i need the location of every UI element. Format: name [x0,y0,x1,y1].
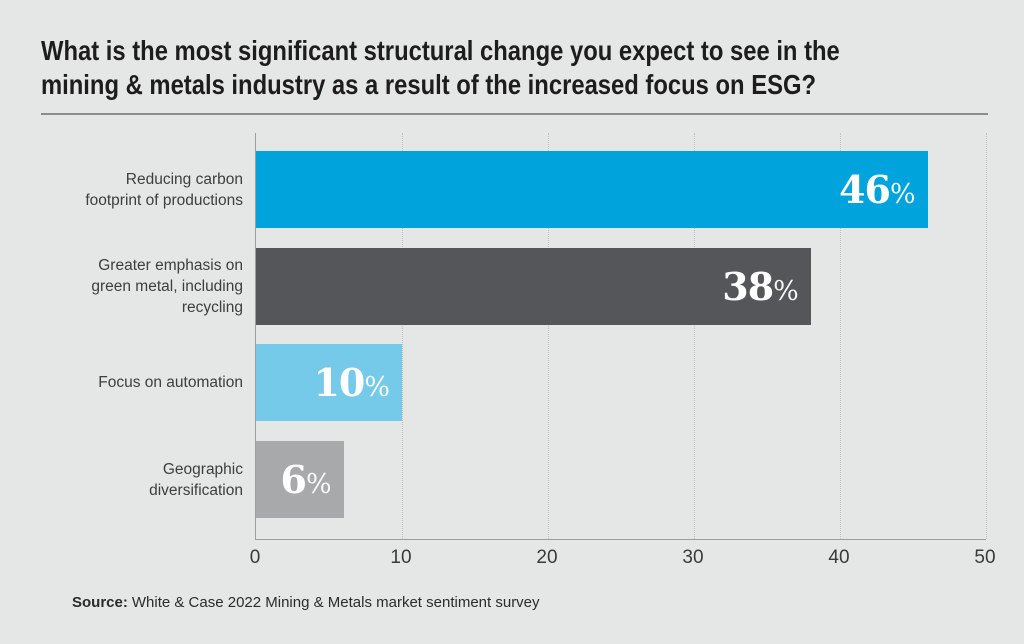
bar-2: 10% [256,344,402,421]
x-tick-50: 50 [974,547,996,568]
bar-3: 6% [256,441,344,518]
chart-title-line2: mining & metals industry as a result of … [41,69,817,100]
bar-value-label: 46% [839,166,916,212]
category-label-line: recycling [181,299,243,316]
gridline-40 [840,133,841,539]
category-label-line: Focus on automation [98,374,243,391]
category-label-line: Geographic [162,460,243,478]
gridline-30 [694,133,695,539]
gridline-20 [548,133,549,539]
source-text: White & Case 2022 Mining & Metals market… [131,594,540,611]
bar-value-label: 10% [313,359,390,405]
bar-0: 46% [256,151,928,228]
x-tick-30: 30 [682,547,704,568]
x-tick-40: 40 [828,547,850,568]
category-label-line: footprint of productions [85,191,243,209]
source-note: Source: White & Case 2022 Mining & Metals… [72,594,540,611]
bar-value-label: 6% [280,456,332,502]
x-tick-0: 0 [249,547,261,568]
bar-value-label: 38% [722,263,799,309]
category-label-line: green metal, including [91,278,243,295]
category-label: Geographic diversification [40,441,243,518]
x-tick-10: 10 [390,547,412,568]
source-label: Source: [72,594,128,611]
category-label: Greater emphasis on green metal, includin… [40,248,243,325]
bar-chart: 46% 38% 10% 6% Reducing carbon footprint of … [40,133,996,568]
bar-1: 38% [256,248,811,325]
gridline-50 [986,133,987,539]
x-tick-20: 20 [536,547,558,568]
category-label: Reducing carbon footprint of productions [40,151,243,228]
plot-area: 46% 38% 10% 6% [255,133,987,540]
category-label-line: diversification [149,481,243,499]
title-divider [41,113,988,115]
chart-title: What is the most significant structural … [41,34,981,102]
category-label-line: Reducing carbon [125,170,243,188]
category-label: Focus on automation [40,344,243,421]
gridline-10 [402,133,403,539]
category-label-line: Greater emphasis on [98,257,243,274]
chart-title-line1: What is the most significant structural … [41,35,840,66]
